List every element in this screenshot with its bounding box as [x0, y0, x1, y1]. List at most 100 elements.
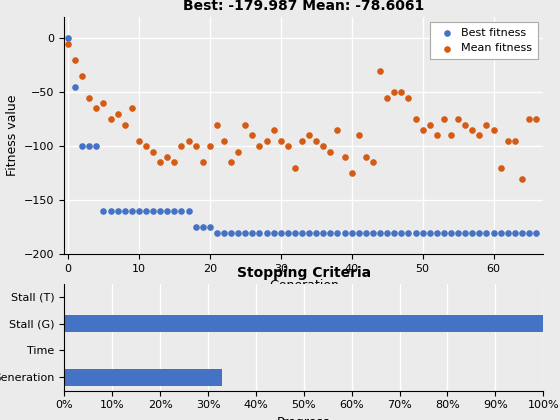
- Bar: [64, 315, 543, 332]
- X-axis label: Generation: Generation: [269, 279, 339, 292]
- Mean fitness: [468, 127, 477, 134]
- Best fitness: [106, 207, 115, 214]
- Mean fitness: [276, 137, 285, 144]
- Best fitness: [397, 229, 406, 236]
- Best fitness: [425, 229, 434, 236]
- Best fitness: [99, 207, 108, 214]
- Mean fitness: [510, 137, 519, 144]
- Best fitness: [212, 229, 221, 236]
- Best fitness: [71, 84, 80, 90]
- Best fitness: [142, 207, 151, 214]
- Mean fitness: [305, 132, 314, 139]
- Mean fitness: [127, 105, 136, 112]
- Best fitness: [113, 207, 122, 214]
- Mean fitness: [283, 143, 292, 150]
- Best fitness: [312, 229, 321, 236]
- Mean fitness: [291, 165, 300, 171]
- Best fitness: [354, 229, 363, 236]
- Title: Stopping Criteria: Stopping Criteria: [237, 265, 371, 280]
- Best fitness: [489, 229, 498, 236]
- Mean fitness: [198, 159, 207, 166]
- Mean fitness: [525, 116, 534, 123]
- Best fitness: [241, 229, 250, 236]
- Best fitness: [134, 207, 143, 214]
- Mean fitness: [63, 40, 72, 47]
- Best fitness: [198, 224, 207, 231]
- Mean fitness: [85, 94, 94, 101]
- Best fitness: [206, 224, 214, 231]
- Best fitness: [390, 229, 399, 236]
- Mean fitness: [489, 127, 498, 134]
- Mean fitness: [432, 132, 441, 139]
- Best fitness: [382, 229, 391, 236]
- Mean fitness: [134, 137, 143, 144]
- Mean fitness: [212, 121, 221, 128]
- Mean fitness: [446, 132, 455, 139]
- Best fitness: [446, 229, 455, 236]
- Best fitness: [262, 229, 271, 236]
- Best fitness: [368, 229, 377, 236]
- Mean fitness: [440, 116, 449, 123]
- Mean fitness: [425, 121, 434, 128]
- Mean fitness: [326, 148, 335, 155]
- Mean fitness: [234, 148, 242, 155]
- Mean fitness: [71, 57, 80, 63]
- Best fitness: [340, 229, 349, 236]
- Best fitness: [220, 229, 228, 236]
- Mean fitness: [496, 165, 505, 171]
- Best fitness: [418, 229, 427, 236]
- Best fitness: [148, 207, 157, 214]
- Mean fitness: [248, 132, 257, 139]
- Mean fitness: [531, 116, 540, 123]
- Mean fitness: [354, 132, 363, 139]
- Best fitness: [170, 207, 179, 214]
- Mean fitness: [120, 121, 129, 128]
- Best fitness: [440, 229, 449, 236]
- Best fitness: [496, 229, 505, 236]
- Mean fitness: [475, 132, 484, 139]
- Mean fitness: [418, 127, 427, 134]
- Best fitness: [234, 229, 242, 236]
- Best fitness: [120, 207, 129, 214]
- X-axis label: Progress: Progress: [277, 416, 330, 420]
- Mean fitness: [92, 105, 101, 112]
- Best fitness: [177, 207, 186, 214]
- Best fitness: [127, 207, 136, 214]
- Mean fitness: [319, 143, 328, 150]
- Mean fitness: [368, 159, 377, 166]
- Best fitness: [454, 229, 463, 236]
- Best fitness: [475, 229, 484, 236]
- Mean fitness: [297, 137, 306, 144]
- Best fitness: [63, 35, 72, 42]
- Best fitness: [85, 143, 94, 150]
- Best fitness: [184, 207, 193, 214]
- Mean fitness: [206, 143, 214, 150]
- Mean fitness: [269, 127, 278, 134]
- Mean fitness: [503, 137, 512, 144]
- Mean fitness: [170, 159, 179, 166]
- Best fitness: [482, 229, 491, 236]
- Best fitness: [319, 229, 328, 236]
- Best fitness: [283, 229, 292, 236]
- Mean fitness: [397, 89, 406, 96]
- Mean fitness: [262, 137, 271, 144]
- Best fitness: [531, 229, 540, 236]
- Mean fitness: [404, 94, 413, 101]
- Mean fitness: [191, 143, 200, 150]
- Best fitness: [510, 229, 519, 236]
- Mean fitness: [106, 116, 115, 123]
- Best fitness: [163, 207, 172, 214]
- Mean fitness: [482, 121, 491, 128]
- Mean fitness: [220, 137, 228, 144]
- Best fitness: [411, 229, 420, 236]
- Mean fitness: [142, 143, 151, 150]
- Mean fitness: [517, 175, 526, 182]
- Mean fitness: [148, 148, 157, 155]
- Best fitness: [432, 229, 441, 236]
- Mean fitness: [241, 121, 250, 128]
- Mean fitness: [361, 154, 370, 160]
- Best fitness: [227, 229, 236, 236]
- Mean fitness: [78, 73, 87, 79]
- Best fitness: [248, 229, 257, 236]
- Best fitness: [276, 229, 285, 236]
